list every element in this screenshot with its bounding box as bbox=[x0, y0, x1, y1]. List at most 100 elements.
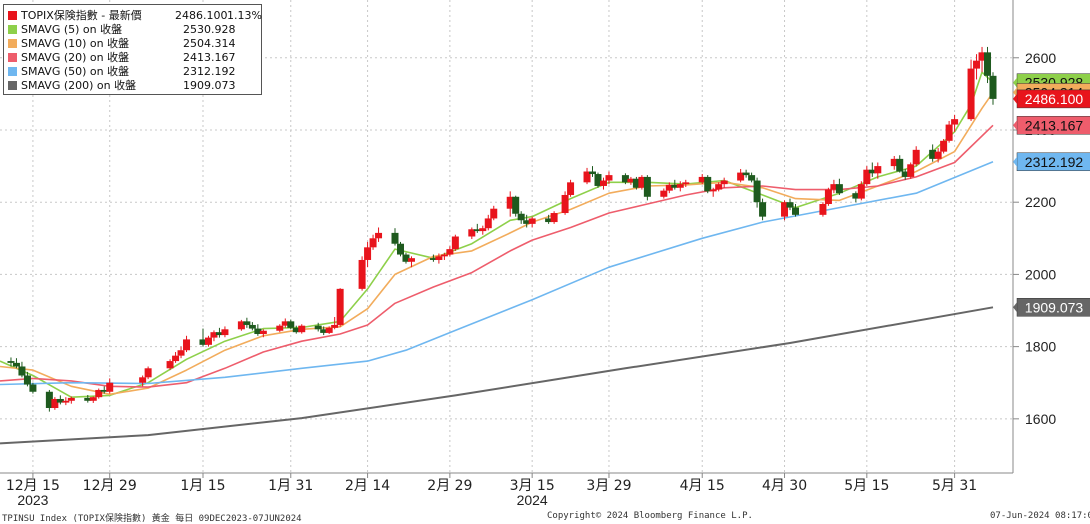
value-tag: 1909.073 bbox=[1013, 298, 1090, 317]
legend-series-value: 2530.928 bbox=[183, 22, 236, 36]
value-tag-pointer bbox=[1013, 87, 1017, 98]
candle-body bbox=[528, 218, 536, 224]
legend-swatch bbox=[8, 10, 17, 20]
candle-body bbox=[243, 321, 251, 325]
candle-body bbox=[204, 337, 212, 345]
candle-body bbox=[874, 166, 882, 174]
value-tag-pointer bbox=[1013, 156, 1017, 167]
candle-body bbox=[660, 190, 668, 197]
candle-body bbox=[259, 330, 267, 334]
candle-body bbox=[830, 184, 838, 190]
candle-body bbox=[215, 332, 223, 336]
value-tag: 2413.167 bbox=[1013, 116, 1090, 135]
footer-ticker-info: TPINSU Index (TOPIX保険指數) 黃金 每日 09DEC2023… bbox=[2, 514, 302, 524]
candle-body bbox=[106, 382, 114, 392]
value-tag-label: 2312.192 bbox=[1025, 154, 1084, 170]
candle-body bbox=[934, 151, 942, 159]
y-tick-label: 1800 bbox=[1025, 339, 1056, 355]
candle-body bbox=[56, 398, 64, 403]
candle-body bbox=[331, 324, 339, 328]
series-line bbox=[0, 306, 994, 445]
candle-body bbox=[589, 171, 597, 175]
candle-body bbox=[682, 182, 690, 185]
candle-body bbox=[857, 184, 865, 199]
candle-body bbox=[248, 324, 256, 329]
legend-entry-sma50: SMAVG (50) on 收盤 2312.192 bbox=[8, 64, 257, 78]
candle-body bbox=[742, 172, 750, 176]
candle-body bbox=[446, 249, 454, 255]
candle-body bbox=[621, 175, 629, 183]
candle-body bbox=[605, 175, 613, 181]
candle-body bbox=[435, 256, 443, 260]
last-value-tags: 2530.9282504.3142486.1002413.1672312.192… bbox=[1013, 73, 1090, 317]
candle-body bbox=[698, 176, 706, 183]
candle-body bbox=[824, 189, 832, 205]
candle-body bbox=[835, 184, 843, 194]
candle-body bbox=[407, 258, 415, 262]
x-year-label: 2024 bbox=[517, 492, 548, 508]
candle-body bbox=[177, 350, 185, 356]
candle-body bbox=[172, 355, 180, 362]
series-line bbox=[0, 91, 994, 396]
x-tick-label: 4月 30 bbox=[762, 478, 807, 494]
candle-body bbox=[221, 329, 229, 336]
candle-body bbox=[945, 124, 953, 141]
candle-body bbox=[984, 52, 992, 76]
x-tick-label: 1月 31 bbox=[268, 478, 313, 494]
candle-body bbox=[254, 328, 262, 334]
legend-series-value: 2312.192 bbox=[183, 64, 236, 78]
value-tag-pointer bbox=[1013, 93, 1017, 104]
legend-series-name: SMAVG (200) on 收盤 bbox=[21, 79, 137, 92]
candle-body bbox=[676, 184, 684, 188]
candle-body bbox=[583, 171, 591, 183]
value-tag: 2312.192 bbox=[1013, 152, 1090, 172]
candle-body bbox=[852, 193, 860, 199]
candle-body bbox=[281, 321, 289, 326]
candle-body bbox=[391, 232, 399, 244]
legend-entry-sma200: SMAVG (200) on 收盤 1909.073 bbox=[8, 78, 257, 92]
candle-body bbox=[336, 288, 344, 325]
candle-body bbox=[18, 366, 26, 376]
legend-swatch bbox=[8, 66, 17, 76]
candle-body bbox=[901, 171, 909, 177]
candle-body bbox=[287, 321, 295, 328]
candle-body bbox=[375, 232, 383, 239]
candle-body bbox=[298, 325, 306, 333]
y-tick-label: 1600 bbox=[1025, 411, 1056, 427]
candle-body bbox=[517, 213, 525, 221]
candle-body bbox=[890, 158, 898, 167]
candle-body bbox=[314, 325, 322, 330]
value-tag-label: 1909.073 bbox=[1025, 299, 1084, 315]
candle-body bbox=[720, 180, 728, 185]
x-tick-label: 3月 29 bbox=[586, 478, 631, 494]
candle-body bbox=[632, 178, 640, 188]
series-line bbox=[0, 161, 994, 386]
candle-body bbox=[748, 175, 756, 181]
legend-entry-price: TOPIX保険指數 - 最新價 2486.100 1.13% bbox=[8, 8, 262, 22]
x-tick-label: 5月 31 bbox=[932, 478, 977, 494]
x-tick-label: 1月 15 bbox=[180, 478, 225, 494]
x-tick-label: 5月 15 bbox=[844, 478, 889, 494]
value-tag-pointer bbox=[1013, 120, 1017, 131]
legend-series-name: SMAVG (10) on 收盤 bbox=[21, 37, 130, 50]
legend-swatch bbox=[8, 38, 17, 48]
series-line bbox=[0, 124, 994, 388]
footer-timestamp: 07-Jun-2024 08:17:07 bbox=[990, 511, 1090, 521]
legend-series-change: 1.13% bbox=[227, 8, 262, 22]
legend-entry-sma10: SMAVG (10) on 收盤 2504.314 bbox=[8, 36, 257, 50]
candle-body bbox=[183, 339, 191, 351]
chart-legend: TOPIX保険指數 - 最新價 2486.100 1.13% SMAVG (5)… bbox=[3, 4, 262, 95]
candle-body bbox=[12, 362, 20, 367]
candle-body bbox=[396, 243, 404, 255]
candle-body bbox=[166, 361, 174, 369]
x-tick-label: 12月 15 bbox=[6, 478, 60, 494]
candle-body bbox=[84, 397, 92, 401]
candle-body bbox=[561, 194, 569, 214]
candle-body bbox=[292, 327, 300, 333]
candle-body bbox=[89, 397, 97, 401]
candle-body bbox=[139, 377, 147, 383]
candle-body bbox=[506, 196, 514, 209]
candle-body bbox=[940, 140, 948, 152]
x-tick-label: 2月 14 bbox=[345, 478, 390, 494]
